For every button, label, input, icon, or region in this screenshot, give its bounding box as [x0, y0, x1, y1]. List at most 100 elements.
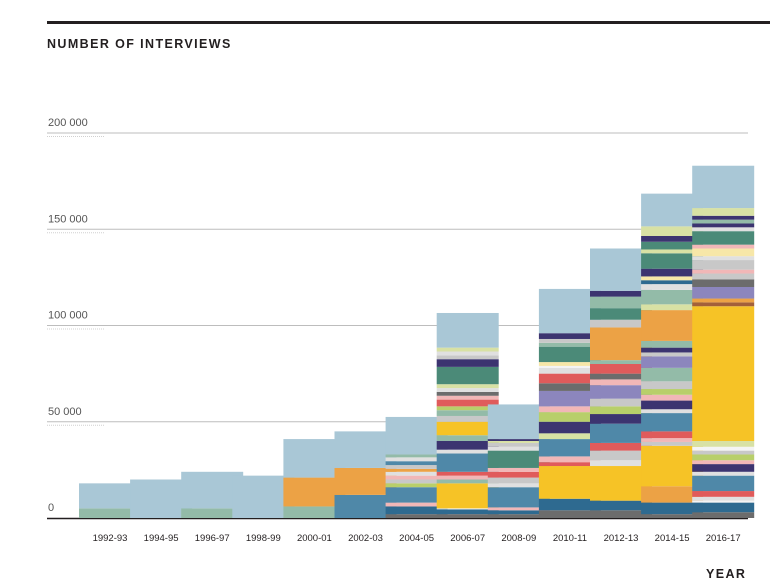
bar-segment	[641, 389, 704, 395]
x-tick-label: 1998-99	[246, 533, 281, 544]
bar-segment	[436, 453, 499, 472]
bar-segment	[436, 347, 499, 352]
bar-segment	[641, 514, 704, 518]
bar-segment	[436, 415, 499, 422]
bar-segment	[590, 379, 652, 386]
bar-segment	[641, 289, 704, 305]
x-tick-label: 2014-15	[655, 533, 690, 544]
x-tick-label: 1994-95	[144, 533, 179, 544]
bar-segment	[641, 352, 704, 357]
x-tick-labels: 1992-93 1994-95 1996-97 1998-99 2000-01 2002-…	[93, 533, 741, 544]
bar-segment	[692, 298, 755, 303]
bar-segment	[436, 475, 499, 480]
bar-segment	[385, 461, 448, 466]
bar-segment	[487, 467, 550, 472]
bar-segment	[641, 381, 704, 390]
bar-segment	[692, 441, 755, 447]
bar-segment	[641, 235, 704, 242]
x-tick-label: 1992-93	[93, 533, 128, 544]
bar-segment	[590, 364, 652, 374]
bar-segment	[692, 302, 755, 307]
bar-segment	[436, 366, 499, 385]
bar-segment	[641, 347, 704, 353]
bar-segment	[436, 391, 499, 396]
bar-segment	[641, 409, 704, 414]
bar-segment	[692, 279, 755, 287]
y-tick-label: 150 000	[48, 213, 88, 225]
bar-segment	[590, 450, 652, 461]
bar-segment	[538, 346, 601, 363]
bar-segment	[641, 268, 704, 277]
chart-title: NUMBER OF INTERVIEWS	[47, 37, 232, 51]
bar-segment	[590, 442, 652, 451]
bar-segment	[436, 449, 499, 454]
x-tick-label: 2004-05	[399, 533, 434, 544]
bar-segment	[641, 413, 704, 432]
bar-segment	[590, 510, 652, 518]
bar-segment	[641, 438, 704, 442]
bar-segment	[692, 260, 755, 270]
bar-segment	[538, 510, 601, 518]
bar-segment	[385, 487, 448, 503]
bar-segment	[538, 390, 601, 407]
x-tick-label: 2010-11	[553, 533, 587, 544]
bar-segment	[538, 342, 601, 347]
bar-segment	[487, 450, 550, 468]
bar-segment	[590, 460, 652, 467]
bar-segment	[538, 433, 601, 440]
x-tick-label: 1996-97	[195, 533, 230, 544]
bar-segment	[692, 460, 755, 465]
bar-segment	[692, 306, 755, 441]
bar-segment	[692, 471, 755, 476]
bar-segment	[590, 360, 652, 364]
bar-segment	[538, 462, 601, 467]
bar-segment	[487, 446, 550, 451]
bar-segment	[487, 471, 550, 478]
bar-segment	[692, 496, 755, 501]
bar-segment	[692, 219, 755, 224]
bar-segment	[590, 319, 652, 328]
bar-segment	[436, 395, 499, 400]
bar-segment	[283, 506, 346, 518]
bar-segment	[641, 394, 704, 401]
bar-segment	[692, 165, 755, 209]
bar-segment	[590, 406, 652, 415]
bar-segment	[641, 441, 704, 446]
bar-segment	[436, 355, 499, 360]
bar-segment	[538, 365, 601, 368]
bar-segment	[538, 498, 601, 511]
bar-segment	[385, 483, 448, 488]
y-tick-label: 50 000	[48, 406, 82, 418]
bar-segment	[538, 362, 601, 366]
bar-segment	[692, 269, 755, 274]
x-tick-label: 2016-17	[706, 533, 741, 544]
bar-segment	[538, 406, 601, 413]
bar-segment	[538, 333, 601, 339]
bar-segment	[487, 487, 550, 508]
bar-segment	[385, 514, 448, 518]
bar-segment	[436, 471, 499, 476]
bar-segment	[641, 502, 704, 515]
bar-segment	[692, 273, 755, 280]
bar-segment	[436, 388, 499, 392]
bar-segment	[641, 280, 704, 285]
bar-segment	[590, 423, 652, 443]
bar-segment	[436, 351, 499, 356]
y-tick-label: 200 000	[48, 117, 88, 129]
bar-segment	[487, 507, 550, 511]
bar-segment	[692, 502, 755, 513]
bar-segment	[538, 412, 601, 422]
bar-segment	[641, 367, 704, 382]
bar-segment	[436, 384, 499, 389]
bar-segment	[436, 509, 499, 515]
x-tick-label: 2002-03	[348, 533, 383, 544]
bar-segment	[436, 435, 499, 441]
bar-segment	[385, 457, 448, 462]
bar-segment	[436, 508, 499, 510]
bar-segment	[641, 241, 704, 250]
bar-segment	[692, 223, 755, 228]
bar-segment	[79, 508, 141, 518]
bar-segment	[641, 400, 704, 410]
bar-segment	[641, 276, 704, 281]
